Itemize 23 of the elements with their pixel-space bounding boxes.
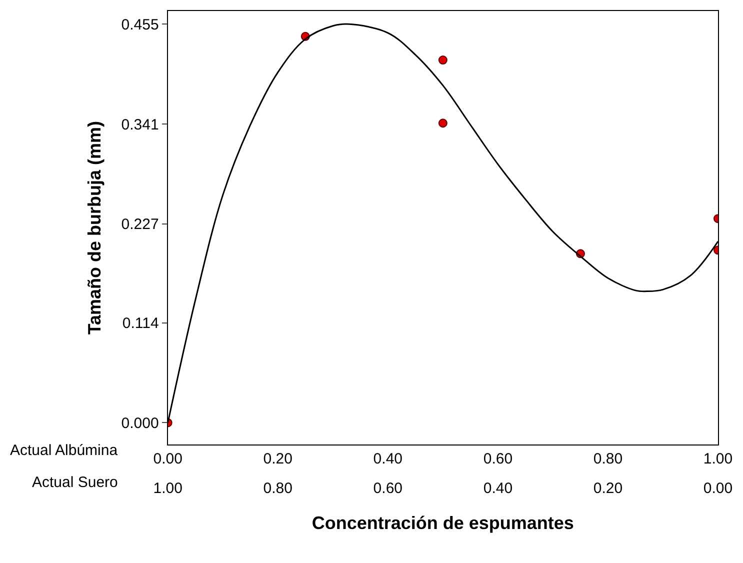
text: Actual Suero: [32, 474, 118, 491]
x-tick-label: 0.00: [153, 450, 182, 468]
x-axis-title: Concentración de espumantes: [312, 513, 574, 534]
point: [438, 118, 448, 128]
x-tick-label: 0.80: [593, 450, 623, 468]
y-tick-label: 0.000: [121, 414, 159, 432]
x2-tick-label: 0.80: [263, 480, 292, 498]
y-axis-title: Tamaño de burbuja (mm): [84, 120, 104, 335]
x2-tick-label: 0.00: [703, 480, 733, 498]
text: Actual Albúmina: [10, 442, 118, 459]
y-tick-label: 0.341: [121, 116, 159, 134]
x2-tick-label: 0.40: [483, 480, 513, 498]
point: [438, 56, 448, 65]
y-tick-label: 0.227: [121, 216, 159, 234]
x2-tick-label: 1.00: [153, 480, 182, 498]
y-tick-label: 0.114: [122, 315, 159, 332]
x2-tick-label: 0.20: [593, 480, 623, 498]
x-tick-label: 0.20: [263, 450, 292, 468]
x2-tick-label: 0.60: [373, 480, 402, 498]
x-tick-label: 1.00: [703, 450, 733, 468]
y-tick-label: 0.455: [121, 16, 159, 34]
x-tick-label: 0.40: [373, 450, 402, 468]
x-tick-label: 0.60: [483, 450, 513, 468]
